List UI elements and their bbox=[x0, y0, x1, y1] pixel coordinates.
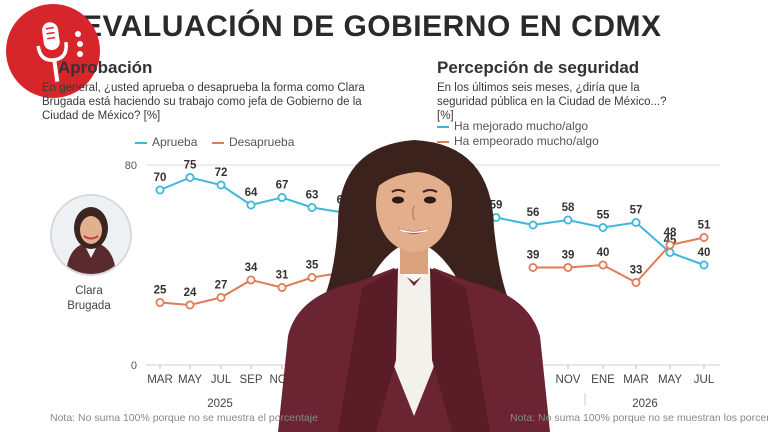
x-tick-label: ENE bbox=[591, 374, 615, 386]
aprueba-point bbox=[155, 185, 165, 195]
security-question: En los últimos seis meses, ¿diría que la… bbox=[437, 82, 667, 122]
empeorado-point bbox=[631, 277, 641, 287]
mejorado-data-label: 59 bbox=[490, 200, 503, 212]
aprueba-data-label: 63 bbox=[306, 190, 319, 202]
security-title: Percepción de seguridad bbox=[437, 58, 640, 77]
empeorado-data-label: 39 bbox=[562, 250, 575, 262]
legend-swatch-mejorado bbox=[437, 125, 449, 128]
desaprueba-data-label: 34 bbox=[245, 262, 258, 274]
microphone-icon bbox=[6, 4, 100, 98]
aprueba-point bbox=[307, 202, 317, 212]
desaprueba-point bbox=[216, 292, 226, 302]
subject-name: Clara Brugada bbox=[67, 285, 111, 312]
mejorado-data-label: 55 bbox=[597, 210, 610, 222]
approval-title: Aprobación bbox=[58, 58, 153, 77]
empeorado-data-label: 48 bbox=[664, 227, 677, 239]
y-tick-label: 0 bbox=[131, 360, 137, 372]
desaprueba-point bbox=[307, 272, 317, 282]
x-tick-label: JUL bbox=[694, 374, 715, 386]
x-tick-label: NOV bbox=[556, 374, 581, 386]
x-tick-label: MAY bbox=[178, 374, 202, 386]
empeorado-point bbox=[699, 232, 709, 242]
aprueba-data-label: 70 bbox=[154, 172, 167, 184]
mejorado-point bbox=[563, 215, 573, 225]
empeorado-data-label: 51 bbox=[698, 220, 711, 232]
desaprueba-point bbox=[277, 282, 287, 292]
mejorado-point bbox=[699, 260, 709, 270]
legend-label-aprueba: Aprueba bbox=[152, 135, 198, 149]
desaprueba-point bbox=[155, 297, 165, 307]
legend-empeorado: Ha empeorado mucho/algo bbox=[437, 134, 599, 148]
desaprueba-data-label: 27 bbox=[215, 280, 228, 292]
desaprueba-data-label: 25 bbox=[154, 285, 167, 297]
x-tick-label: MAR bbox=[147, 374, 173, 386]
empeorado-point bbox=[563, 262, 573, 272]
desaprueba-point bbox=[246, 275, 256, 285]
mejorado-data-label: 56 bbox=[527, 207, 540, 219]
empeorado-point bbox=[528, 262, 538, 272]
x-tick-label: JUL bbox=[211, 374, 232, 386]
legend-swatch-desaprueba bbox=[212, 141, 224, 144]
empeorado-point bbox=[598, 260, 608, 270]
legend-swatch-empeorado bbox=[437, 140, 449, 143]
desaprueba-data-label: 24 bbox=[184, 287, 197, 299]
year-label: 2025 bbox=[207, 398, 233, 410]
mejorado-data-label: 58 bbox=[562, 202, 575, 214]
aprueba-data-label: 64 bbox=[245, 187, 258, 199]
desaprueba-point bbox=[185, 300, 195, 310]
note-right: Nota: No suma 100% porque no se muestran… bbox=[510, 412, 768, 424]
legend-label-empeorado: Ha empeorado mucho/algo bbox=[454, 134, 599, 148]
mejorado-data-label: 40 bbox=[698, 247, 711, 259]
x-tick-label: MAR bbox=[623, 374, 649, 386]
legend-mejorado: Ha mejorado mucho/algo bbox=[437, 119, 588, 133]
mejorado-point bbox=[598, 222, 608, 232]
empeorado-point bbox=[665, 240, 675, 250]
note-left: Nota: No suma 100% porque no se muestra … bbox=[50, 412, 318, 424]
aprueba-data-label: 67 bbox=[276, 180, 289, 192]
desaprueba-data-label: 35 bbox=[306, 260, 319, 272]
empeorado-data-label: 33 bbox=[630, 265, 643, 277]
page-title: EVALUACIÓN DE GOBIERNO EN CDMX bbox=[82, 10, 662, 43]
empeorado-data-label: 40 bbox=[597, 247, 610, 259]
legend-label-mejorado: Ha mejorado mucho/algo bbox=[454, 119, 589, 133]
legend-aprueba: Aprueba bbox=[135, 135, 197, 149]
mejorado-data-label: 57 bbox=[630, 205, 643, 217]
year-label: 2026 bbox=[632, 398, 658, 410]
mejorado-point bbox=[665, 247, 675, 257]
aprueba-point bbox=[277, 192, 287, 202]
mejorado-point bbox=[631, 217, 641, 227]
aprueba-data-label: 72 bbox=[215, 167, 228, 179]
avatar bbox=[50, 194, 132, 276]
portrait-image bbox=[278, 140, 550, 432]
aprueba-data-label: 75 bbox=[184, 160, 197, 172]
x-tick-label: MAY bbox=[658, 374, 682, 386]
aprueba-point bbox=[246, 200, 256, 210]
aprueba-point bbox=[185, 172, 195, 182]
empeorado-data-label: 39 bbox=[527, 250, 540, 262]
legend-swatch-aprueba bbox=[135, 141, 147, 144]
approval-question: En general, ¿usted aprueba o desaprueba … bbox=[42, 82, 365, 122]
x-tick-label: SEP bbox=[239, 374, 262, 386]
aprueba-point bbox=[216, 180, 226, 190]
y-tick-label: 80 bbox=[125, 160, 137, 172]
desaprueba-data-label: 31 bbox=[276, 270, 289, 282]
legend-desaprueba: Desaprueba bbox=[212, 135, 294, 149]
mejorado-point bbox=[528, 220, 538, 230]
empeorado-line bbox=[533, 236, 705, 284]
aprueba-line bbox=[159, 176, 374, 226]
legend-label-desaprueba: Desaprueba bbox=[229, 135, 295, 149]
